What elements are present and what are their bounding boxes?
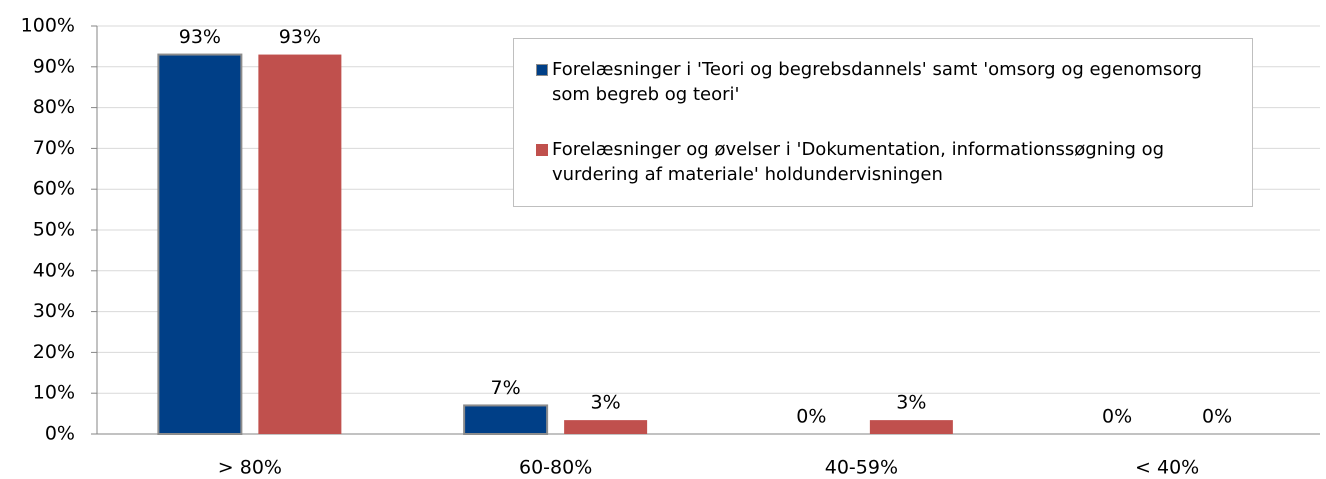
legend-swatch [536, 144, 548, 156]
legend: Forelæsninger i 'Teori og begrebsdannels… [513, 38, 1253, 207]
y-tick-label: 20% [33, 341, 75, 363]
legend-label: Forelæsninger og øvelser i 'Dokumentatio… [552, 139, 1165, 185]
y-tick-label: 100% [21, 15, 75, 37]
y-tick-label: 40% [33, 259, 75, 281]
y-tick-label: 0% [45, 423, 75, 445]
bar [564, 420, 648, 434]
data-label: 93% [179, 26, 221, 48]
legend-entry: Forelæsninger i 'Teori og begrebsdannels… [536, 57, 1232, 107]
data-label: 3% [896, 392, 926, 414]
x-tick-label: < 40% [1135, 457, 1199, 479]
x-tick-label: > 80% [218, 457, 282, 479]
legend-entry: Forelæsninger og øvelser i 'Dokumentatio… [536, 137, 1232, 187]
data-label: 3% [591, 392, 621, 414]
data-label: 0% [1202, 406, 1232, 428]
legend-label: Forelæsninger i 'Teori og begrebsdannels… [552, 59, 1202, 105]
data-label: 93% [279, 26, 321, 48]
bar [869, 420, 953, 434]
y-tick-label: 90% [33, 55, 75, 77]
data-label: 7% [491, 377, 521, 399]
bar [463, 404, 549, 436]
x-tick-label: 40-59% [825, 457, 898, 479]
y-tick-label: 30% [33, 300, 75, 322]
y-tick-label: 10% [33, 382, 75, 404]
data-label: 0% [796, 406, 826, 428]
y-tick-label: 60% [33, 178, 75, 200]
y-tick-label: 80% [33, 96, 75, 118]
legend-swatch [536, 64, 548, 76]
y-tick-label: 50% [33, 219, 75, 241]
x-tick-label: 60-80% [519, 457, 592, 479]
bar [157, 53, 243, 436]
data-label: 0% [1102, 406, 1132, 428]
y-tick-label: 70% [33, 137, 75, 159]
bar [258, 54, 342, 435]
